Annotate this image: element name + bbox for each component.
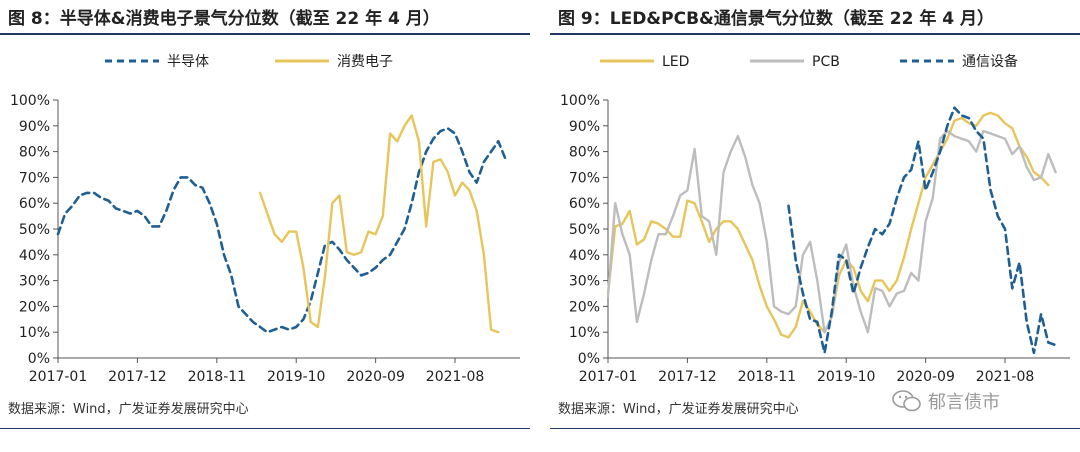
series-line-0 <box>56 127 507 334</box>
x-tick-label: 2021-08 <box>976 369 1035 385</box>
bottom-divider <box>0 428 530 429</box>
y-tick-label: 80% <box>19 145 50 161</box>
x-tick-label: 2017-01 <box>29 369 88 385</box>
bottom-divider <box>550 428 1080 429</box>
x-tick-label: 2019-10 <box>267 369 326 385</box>
y-tick-label: 10% <box>19 325 50 341</box>
source-note: 数据来源：Wind，广发证券发展研究中心 <box>558 402 799 417</box>
chart-title: 图 8：半导体&消费电子景气分位数（截至 22 年 4 月） <box>8 9 440 29</box>
y-tick-label: 0% <box>578 351 600 367</box>
y-tick-label: 40% <box>19 248 50 264</box>
y-tick-label: 50% <box>569 222 600 238</box>
x-tick-label: 2017-12 <box>658 369 717 385</box>
legend-label-1: 消费电子 <box>337 54 393 70</box>
y-tick-label: 30% <box>569 274 600 290</box>
title-divider <box>550 33 1080 35</box>
title-divider <box>0 33 530 35</box>
y-tick-label: 30% <box>19 274 50 290</box>
y-tick-label: 70% <box>569 170 600 186</box>
x-tick-label: 2017-12 <box>108 369 167 385</box>
source-note: 数据来源：Wind，广发证券发展研究中心 <box>8 402 249 417</box>
watermark-text: 郁言债市 <box>928 392 1000 413</box>
legend-label-2: 通信设备 <box>962 53 1018 70</box>
y-tick-label: 100% <box>10 93 50 109</box>
y-tick-label: 60% <box>19 196 50 212</box>
wechat-icon <box>892 390 921 412</box>
y-tick-label: 90% <box>569 119 600 135</box>
y-tick-label: 20% <box>569 299 600 315</box>
y-tick-label: 60% <box>569 196 600 212</box>
chart-panel-right: 图 9：LED&PCB&通信景气分位数（截至 22 年 4 月） LED PCB 通… <box>550 0 1080 452</box>
y-tick-label: 70% <box>19 170 50 186</box>
chart-plot: 半导体 消费电子 0% 10% 20% 30% 40% 50% 60% 70% 80% 90% 100%… <box>10 54 520 385</box>
y-tick-label: 0% <box>28 351 50 367</box>
legend-label-0: LED <box>662 54 689 70</box>
legend-label-0: 半导体 <box>167 54 209 70</box>
x-tick-label: 2019-10 <box>817 369 876 385</box>
y-tick-label: 20% <box>19 299 50 315</box>
y-tick-label: 40% <box>569 248 600 264</box>
x-tick-label: 2020-09 <box>346 369 405 385</box>
chart-panel-left: 图 8：半导体&消费电子景气分位数（截至 22 年 4 月） 半导体 消费电子 0%… <box>0 0 530 452</box>
series-line-1 <box>258 114 500 334</box>
x-tick-label: 2020-09 <box>896 369 955 385</box>
series-line-0 <box>606 111 1050 339</box>
x-tick-label: 2018-11 <box>188 369 247 385</box>
y-tick-label: 10% <box>569 325 600 341</box>
x-tick-label: 2017-01 <box>579 369 638 385</box>
series-line-2 <box>787 106 1057 355</box>
chart-plot: LED PCB 通信设备 0% 10% 20% 30% 40% 50% 60% 70% 80% 90% 1… <box>560 53 1070 385</box>
y-tick-label: 100% <box>560 93 600 109</box>
watermark: 郁言债市 <box>892 388 1000 414</box>
y-tick-label: 50% <box>19 222 50 238</box>
legend-label-1: PCB <box>812 54 840 70</box>
x-tick-label: 2021-08 <box>426 369 485 385</box>
chart-title: 图 9：LED&PCB&通信景气分位数（截至 22 年 4 月） <box>558 9 995 29</box>
x-tick-label: 2018-11 <box>738 369 797 385</box>
y-tick-label: 90% <box>19 119 50 135</box>
y-tick-label: 80% <box>569 145 600 161</box>
